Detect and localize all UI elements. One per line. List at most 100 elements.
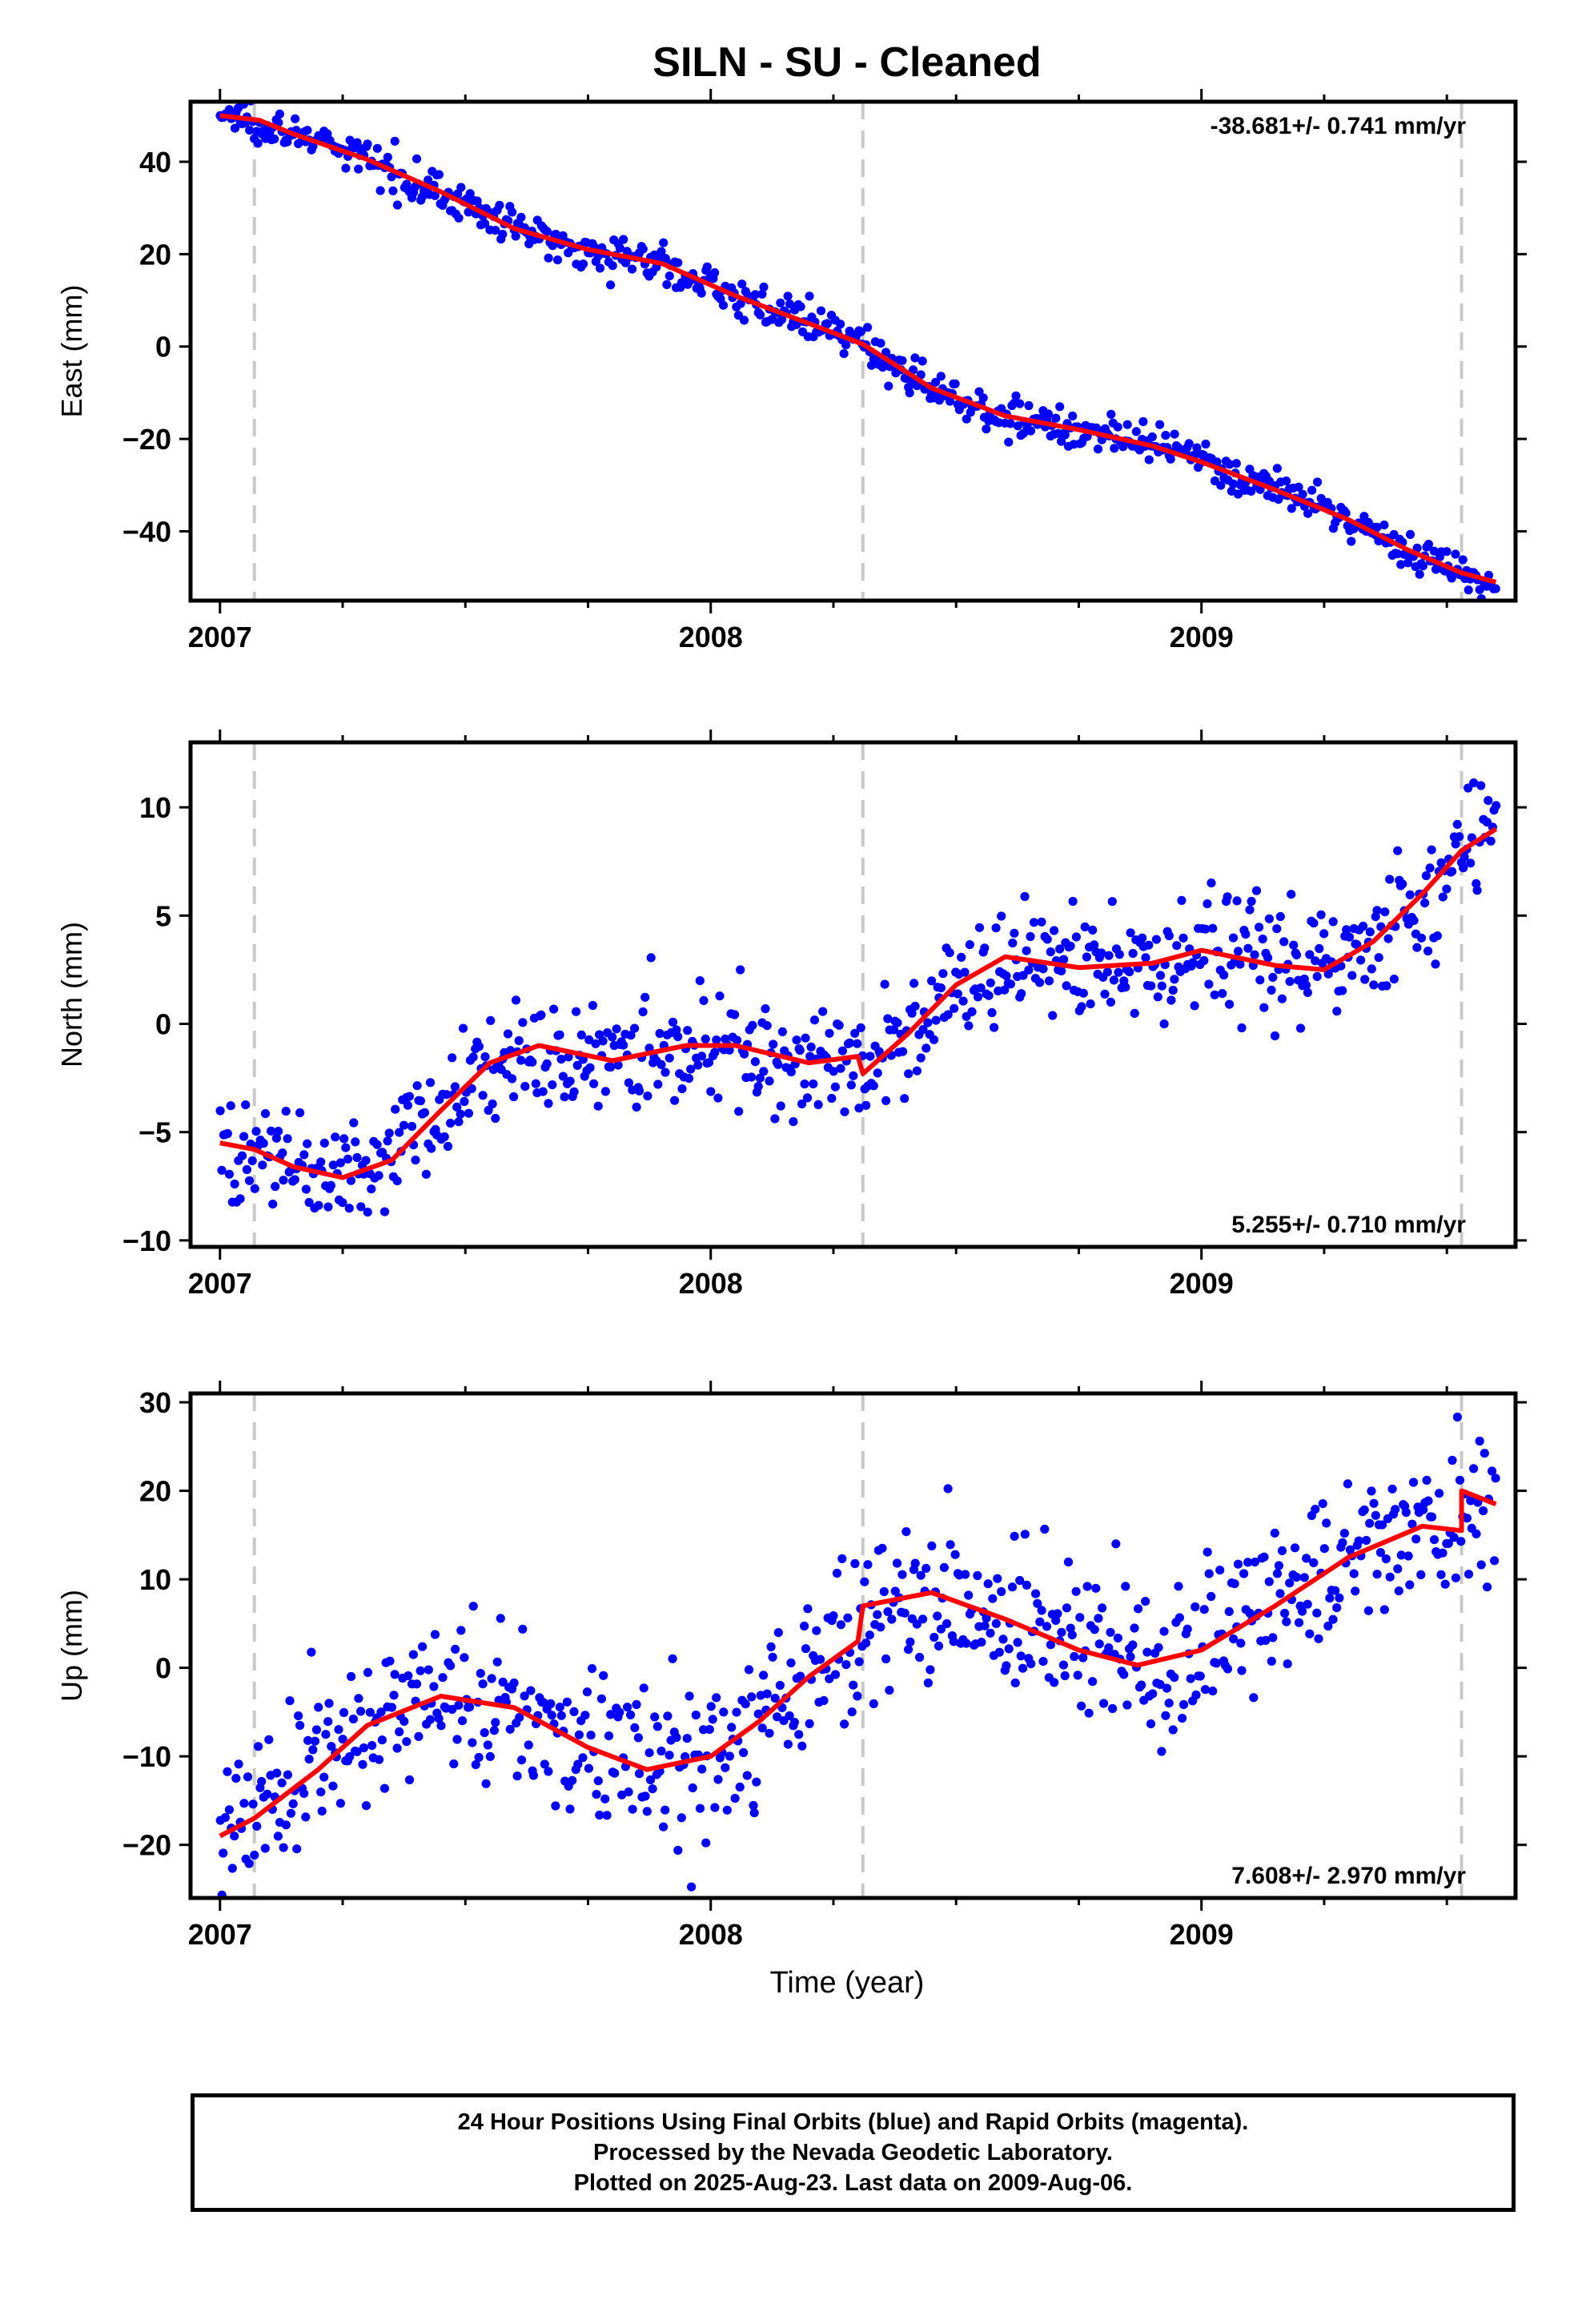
up-data-point bbox=[376, 1707, 386, 1717]
up-data-point bbox=[1309, 1558, 1319, 1567]
up-data-point bbox=[812, 1626, 821, 1635]
north-data-point bbox=[802, 1093, 813, 1103]
north-data-point bbox=[407, 1121, 417, 1132]
east-data-point bbox=[1113, 422, 1122, 432]
up-data-point bbox=[672, 1733, 681, 1743]
north-data-point bbox=[695, 976, 705, 986]
east-data-point bbox=[1138, 416, 1148, 427]
up-data-point bbox=[1268, 1633, 1278, 1642]
up-data-point bbox=[390, 1670, 400, 1679]
north-data-point bbox=[1279, 937, 1289, 947]
north-data-point bbox=[840, 1107, 849, 1116]
north-data-point bbox=[927, 976, 937, 986]
up-data-point bbox=[1298, 1606, 1307, 1616]
up-data-point bbox=[446, 1661, 456, 1671]
up-data-point bbox=[752, 1777, 761, 1787]
up-data-point bbox=[1211, 1659, 1221, 1668]
up-data-point bbox=[1462, 1514, 1472, 1523]
north-data-point bbox=[909, 979, 919, 988]
up-data-point bbox=[673, 1845, 683, 1856]
up-data-point bbox=[456, 1626, 466, 1635]
north-data-point bbox=[1247, 896, 1256, 907]
north-data-point bbox=[1486, 836, 1496, 846]
north-data-point bbox=[773, 1059, 783, 1069]
up-data-point bbox=[1067, 1630, 1077, 1640]
north-data-point bbox=[930, 1035, 939, 1044]
north-data-point bbox=[916, 1053, 926, 1063]
east-data-point bbox=[270, 134, 279, 144]
up-data-point bbox=[1058, 1660, 1068, 1670]
north-data-point bbox=[351, 1137, 360, 1147]
east-data-point bbox=[737, 279, 747, 289]
east-data-point bbox=[822, 319, 833, 328]
north-data-point bbox=[732, 1035, 742, 1045]
east-data-point bbox=[1110, 444, 1119, 453]
east-data-point bbox=[931, 377, 941, 387]
north-data-point bbox=[990, 1023, 999, 1032]
up-data-point bbox=[883, 1607, 893, 1617]
north-data-point bbox=[480, 1052, 490, 1062]
up-data-point bbox=[805, 1719, 814, 1728]
up-data-point bbox=[962, 1638, 971, 1648]
north-y-tick-label: 5 bbox=[155, 899, 171, 932]
up-data-point bbox=[299, 1788, 309, 1798]
up-data-point bbox=[1294, 1618, 1304, 1627]
north-data-point bbox=[349, 1118, 359, 1128]
up-data-point bbox=[587, 1664, 597, 1674]
up-data-point bbox=[819, 1695, 829, 1706]
up-data-point bbox=[1108, 1703, 1118, 1714]
up-data-point bbox=[301, 1812, 311, 1822]
north-data-point bbox=[1078, 988, 1088, 998]
up-data-point bbox=[1236, 1638, 1246, 1648]
north-data-point bbox=[1090, 940, 1099, 950]
up-data-point bbox=[910, 1558, 920, 1568]
north-data-point bbox=[1178, 933, 1188, 943]
east-data-point bbox=[551, 229, 560, 239]
up-data-point bbox=[1091, 1583, 1101, 1593]
east-data-point bbox=[897, 356, 907, 365]
up-data-point bbox=[1098, 1603, 1107, 1613]
east-data-point bbox=[516, 212, 526, 222]
up-data-point bbox=[1073, 1671, 1082, 1680]
up-data-point bbox=[1371, 1510, 1380, 1520]
up-data-point bbox=[1270, 1528, 1279, 1538]
north-data-point bbox=[279, 1176, 288, 1185]
north-data-point bbox=[672, 1025, 681, 1035]
north-data-point bbox=[1207, 879, 1216, 888]
east-data-point bbox=[638, 244, 648, 254]
up-data-point bbox=[544, 1767, 553, 1776]
east-data-point bbox=[430, 191, 440, 200]
caption-box: 24 Hour Positions Using Final Orbits (bl… bbox=[191, 2093, 1516, 2212]
up-data-point bbox=[727, 1723, 737, 1732]
up-data-point bbox=[365, 1707, 375, 1717]
east-y-tick-label: 0 bbox=[155, 331, 171, 364]
up-data-point bbox=[1038, 1657, 1048, 1667]
east-data-point bbox=[1491, 584, 1500, 593]
up-data-point bbox=[526, 1686, 536, 1695]
up-data-point bbox=[841, 1660, 851, 1670]
up-data-point bbox=[639, 1683, 648, 1693]
east-data-point bbox=[1247, 486, 1256, 497]
north-points bbox=[215, 778, 1501, 1217]
east-data-point bbox=[294, 139, 303, 148]
up-data-point bbox=[765, 1728, 774, 1738]
north-data-point bbox=[259, 1139, 268, 1148]
east-data-point bbox=[1166, 454, 1175, 464]
up-data-point bbox=[1037, 1606, 1046, 1615]
east-data-point bbox=[673, 258, 683, 267]
east-data-point bbox=[776, 298, 785, 308]
up-data-point bbox=[1208, 1687, 1218, 1696]
north-data-point bbox=[973, 992, 983, 1002]
north-data-point bbox=[1287, 890, 1296, 899]
north-data-point bbox=[403, 1100, 412, 1110]
up-data-point bbox=[1015, 1575, 1025, 1586]
east-data-point bbox=[434, 170, 444, 179]
north-data-point bbox=[1409, 915, 1419, 925]
east-data-point bbox=[792, 320, 801, 329]
north-data-point bbox=[1316, 910, 1326, 919]
north-data-point bbox=[1141, 953, 1150, 963]
north-data-point bbox=[1255, 975, 1265, 985]
north-data-point bbox=[1432, 931, 1442, 941]
north-data-point bbox=[560, 1092, 569, 1102]
up-data-point bbox=[1351, 1586, 1360, 1596]
